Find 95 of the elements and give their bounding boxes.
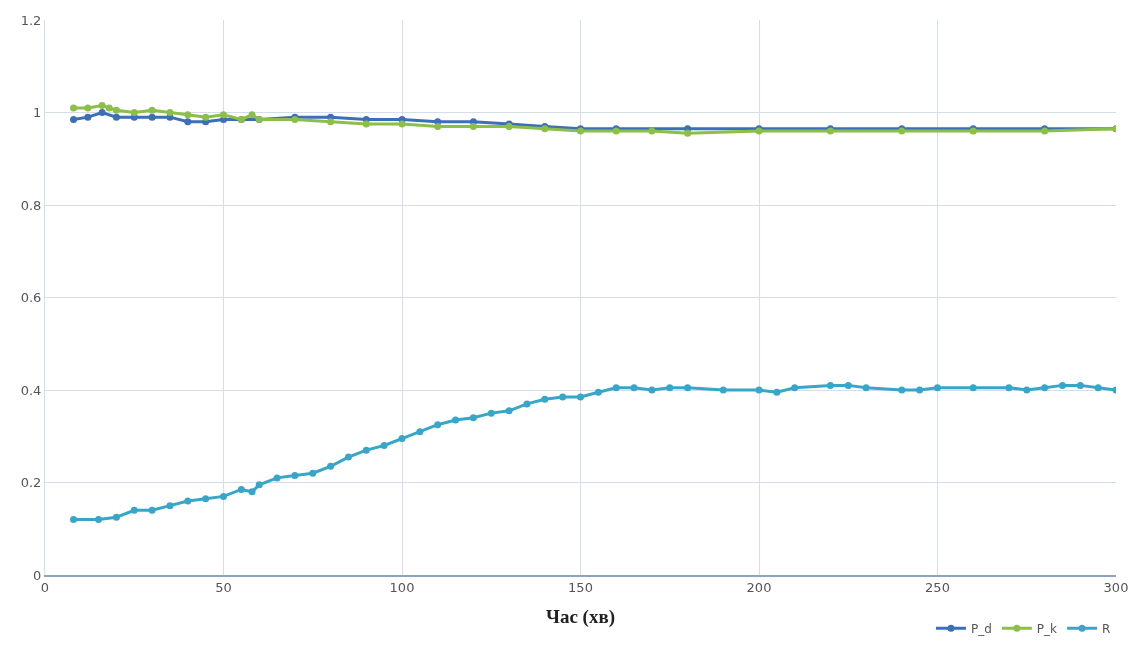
x-tick-label: 300 bbox=[1103, 580, 1129, 596]
point bbox=[666, 384, 674, 392]
point bbox=[826, 381, 834, 389]
point bbox=[237, 485, 245, 493]
point bbox=[773, 388, 781, 396]
point bbox=[434, 122, 442, 130]
y-tick-label: 0 bbox=[33, 567, 42, 583]
point bbox=[648, 127, 656, 135]
point bbox=[916, 386, 924, 394]
point bbox=[862, 384, 870, 392]
point bbox=[523, 400, 531, 408]
point bbox=[148, 506, 156, 514]
point bbox=[844, 381, 852, 389]
point bbox=[202, 495, 210, 503]
point bbox=[220, 111, 227, 119]
point bbox=[452, 416, 460, 424]
point bbox=[719, 386, 727, 394]
point bbox=[469, 414, 477, 422]
point bbox=[184, 118, 192, 126]
point bbox=[248, 488, 256, 496]
point bbox=[630, 384, 638, 392]
point bbox=[184, 111, 192, 119]
point bbox=[684, 129, 692, 137]
point bbox=[309, 469, 317, 477]
point bbox=[934, 384, 941, 392]
point bbox=[380, 442, 388, 449]
point bbox=[273, 474, 281, 482]
point bbox=[70, 104, 78, 112]
point bbox=[487, 409, 495, 417]
point bbox=[1076, 381, 1084, 389]
point bbox=[344, 453, 352, 461]
point bbox=[148, 106, 156, 114]
x-tick-label: 100 bbox=[389, 580, 415, 596]
point bbox=[112, 106, 120, 114]
point bbox=[70, 115, 78, 123]
point bbox=[98, 109, 106, 116]
point bbox=[112, 513, 120, 521]
point bbox=[755, 386, 763, 394]
y-tick-label: 0.2 bbox=[20, 475, 42, 491]
point bbox=[84, 104, 92, 112]
y-tick-label: 1.2 bbox=[20, 12, 42, 28]
point bbox=[327, 118, 335, 126]
point bbox=[327, 462, 335, 470]
point bbox=[559, 393, 567, 401]
point bbox=[398, 120, 406, 128]
point bbox=[112, 113, 120, 121]
point bbox=[105, 104, 113, 112]
point bbox=[362, 446, 370, 454]
y-tick-label: 1 bbox=[33, 105, 42, 121]
point bbox=[95, 516, 103, 523]
point bbox=[434, 421, 442, 429]
point bbox=[969, 384, 977, 392]
point bbox=[248, 111, 256, 119]
point bbox=[577, 393, 584, 401]
point bbox=[130, 506, 138, 514]
point bbox=[291, 472, 299, 480]
point bbox=[84, 113, 92, 121]
point bbox=[594, 388, 602, 396]
point bbox=[1023, 386, 1031, 394]
point bbox=[148, 113, 156, 121]
y-tick-label: 0.6 bbox=[20, 290, 42, 306]
point bbox=[220, 492, 227, 500]
point bbox=[898, 386, 906, 394]
point bbox=[255, 481, 263, 489]
legend-label: P_k bbox=[1036, 622, 1058, 637]
legend-label: R bbox=[1102, 622, 1111, 637]
point bbox=[612, 384, 620, 392]
point bbox=[362, 120, 370, 128]
x-tick-label: 150 bbox=[568, 580, 593, 596]
x-axis-title: Час (хв) bbox=[545, 605, 616, 628]
point bbox=[130, 109, 138, 116]
point bbox=[469, 122, 477, 130]
point bbox=[1058, 381, 1066, 389]
point bbox=[398, 435, 406, 443]
x-tick-label: 50 bbox=[215, 580, 232, 596]
point bbox=[98, 102, 106, 110]
point bbox=[648, 386, 656, 394]
y-tick-label: 0.4 bbox=[20, 382, 42, 398]
point bbox=[1094, 384, 1102, 392]
point bbox=[184, 497, 192, 505]
point bbox=[684, 384, 692, 392]
point bbox=[541, 395, 549, 403]
legend-label: P_d bbox=[971, 622, 992, 637]
point bbox=[166, 502, 174, 510]
point bbox=[791, 384, 799, 392]
point bbox=[70, 516, 78, 523]
point bbox=[416, 428, 424, 436]
point bbox=[505, 407, 513, 415]
point bbox=[166, 109, 174, 116]
y-tick-label: 0.8 bbox=[20, 197, 42, 213]
x-tick-label: 250 bbox=[925, 580, 950, 596]
point bbox=[202, 113, 210, 121]
x-tick-label: 200 bbox=[746, 580, 772, 596]
point bbox=[1005, 384, 1013, 392]
point bbox=[1041, 384, 1049, 392]
